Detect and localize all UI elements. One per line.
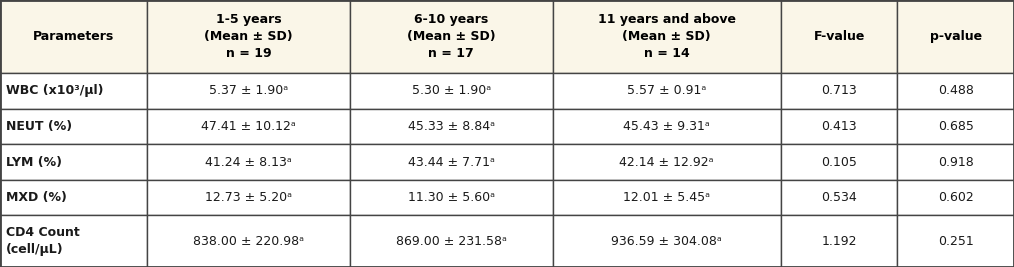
Bar	[897, 73, 1014, 109]
Text: 0.713: 0.713	[821, 84, 857, 97]
Bar	[553, 144, 781, 180]
Bar	[897, 0, 1014, 73]
Text: CD4 Count
(cell/µL): CD4 Count (cell/µL)	[6, 226, 80, 256]
Bar	[0, 180, 147, 215]
Bar	[350, 0, 553, 73]
Bar	[553, 73, 781, 109]
Bar	[147, 73, 350, 109]
Bar	[147, 0, 350, 73]
Text: 41.24 ± 8.13ᵃ: 41.24 ± 8.13ᵃ	[205, 156, 292, 168]
Text: NEUT (%): NEUT (%)	[6, 120, 72, 133]
Bar	[0, 215, 147, 267]
Bar	[553, 109, 781, 144]
Bar	[897, 144, 1014, 180]
Bar	[0, 109, 147, 144]
Bar	[147, 180, 350, 215]
Bar	[350, 73, 553, 109]
Text: Parameters: Parameters	[32, 30, 115, 43]
Bar	[350, 215, 553, 267]
Bar	[0, 144, 147, 180]
Text: WBC (x10³/µl): WBC (x10³/µl)	[6, 84, 103, 97]
Text: 0.105: 0.105	[821, 156, 857, 168]
Text: F-value: F-value	[813, 30, 865, 43]
Bar	[147, 144, 350, 180]
Text: 45.43 ± 9.31ᵃ: 45.43 ± 9.31ᵃ	[624, 120, 710, 133]
Text: 12.73 ± 5.20ᵃ: 12.73 ± 5.20ᵃ	[205, 191, 292, 204]
Bar	[781, 144, 897, 180]
Text: 0.602: 0.602	[938, 191, 973, 204]
Text: 42.14 ± 12.92ᵃ: 42.14 ± 12.92ᵃ	[620, 156, 714, 168]
Text: 1.192: 1.192	[821, 235, 857, 248]
Text: 11 years and above
(Mean ± SD)
n = 14: 11 years and above (Mean ± SD) n = 14	[597, 13, 736, 60]
Bar	[0, 73, 147, 109]
Text: MXD (%): MXD (%)	[6, 191, 67, 204]
Text: 5.37 ± 1.90ᵃ: 5.37 ± 1.90ᵃ	[209, 84, 288, 97]
Bar	[350, 144, 553, 180]
Text: 0.488: 0.488	[938, 84, 973, 97]
Bar	[781, 0, 897, 73]
Text: 0.413: 0.413	[821, 120, 857, 133]
Bar	[781, 73, 897, 109]
Bar	[147, 109, 350, 144]
Text: 838.00 ± 220.98ᵃ: 838.00 ± 220.98ᵃ	[193, 235, 304, 248]
Bar	[350, 109, 553, 144]
Bar	[0, 0, 147, 73]
Bar	[781, 215, 897, 267]
Text: LYM (%): LYM (%)	[6, 156, 62, 168]
Bar	[897, 109, 1014, 144]
Text: 5.57 ± 0.91ᵃ: 5.57 ± 0.91ᵃ	[627, 84, 707, 97]
Text: 12.01 ± 5.45ᵃ: 12.01 ± 5.45ᵃ	[624, 191, 710, 204]
Text: 11.30 ± 5.60ᵃ: 11.30 ± 5.60ᵃ	[408, 191, 495, 204]
Bar	[897, 215, 1014, 267]
Bar	[781, 180, 897, 215]
Text: 0.685: 0.685	[938, 120, 973, 133]
Text: 47.41 ± 10.12ᵃ: 47.41 ± 10.12ᵃ	[201, 120, 296, 133]
Text: 6-10 years
(Mean ± SD)
n = 17: 6-10 years (Mean ± SD) n = 17	[407, 13, 496, 60]
Text: 0.534: 0.534	[821, 191, 857, 204]
Text: 0.918: 0.918	[938, 156, 973, 168]
Bar	[553, 0, 781, 73]
Bar	[350, 180, 553, 215]
Text: 45.33 ± 8.84ᵃ: 45.33 ± 8.84ᵃ	[408, 120, 495, 133]
Text: 43.44 ± 7.71ᵃ: 43.44 ± 7.71ᵃ	[408, 156, 495, 168]
Bar	[553, 180, 781, 215]
Text: 936.59 ± 304.08ᵃ: 936.59 ± 304.08ᵃ	[611, 235, 722, 248]
Bar	[553, 215, 781, 267]
Text: 1-5 years
(Mean ± SD)
n = 19: 1-5 years (Mean ± SD) n = 19	[204, 13, 293, 60]
Text: 0.251: 0.251	[938, 235, 973, 248]
Bar	[781, 109, 897, 144]
Text: 5.30 ± 1.90ᵃ: 5.30 ± 1.90ᵃ	[412, 84, 491, 97]
Text: p-value: p-value	[930, 30, 982, 43]
Bar	[147, 215, 350, 267]
Text: 869.00 ± 231.58ᵃ: 869.00 ± 231.58ᵃ	[395, 235, 507, 248]
Bar	[897, 180, 1014, 215]
